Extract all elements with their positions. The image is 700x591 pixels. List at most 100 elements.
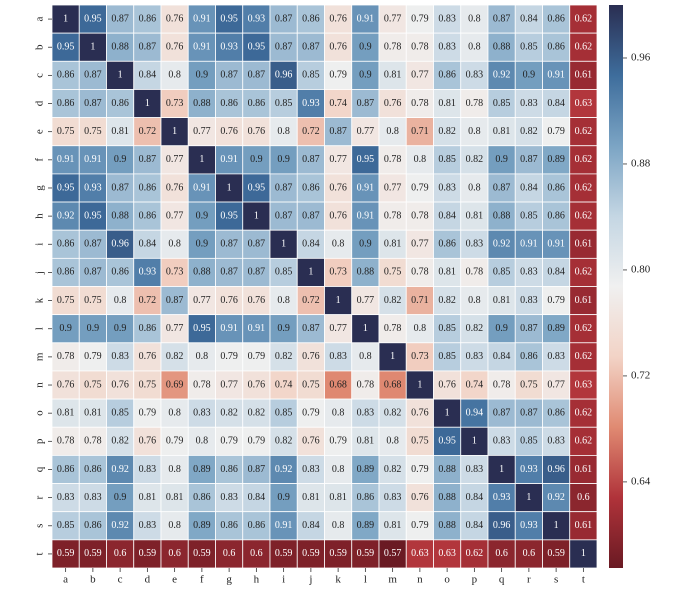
cell-label: 0.86 — [302, 13, 320, 24]
cell-label: 0.84 — [438, 210, 456, 221]
heatmap-cell — [433, 426, 462, 456]
cell-label: 0.8 — [386, 436, 399, 447]
heatmap-cell — [405, 483, 434, 513]
heatmap-cell — [569, 286, 598, 316]
cell-label: 0.95 — [248, 42, 266, 53]
cell-label: 0.89 — [193, 464, 211, 475]
cell-label: 0.9 — [277, 154, 290, 165]
cell-label: 0.8 — [196, 436, 209, 447]
cell-label: 0.87 — [166, 295, 184, 306]
heatmap-cell — [78, 398, 107, 428]
cell-label: 0.77 — [547, 379, 565, 390]
cell-label: 0.82 — [520, 126, 538, 137]
cell-label: 0.61 — [575, 295, 593, 306]
cell-label: 0.76 — [329, 210, 347, 221]
cell-label: 0.78 — [493, 379, 511, 390]
cell-label: 0.8 — [468, 126, 481, 137]
heatmap-cell — [215, 314, 244, 344]
cell-label: 0.87 — [302, 154, 320, 165]
cell-label: 0.87 — [493, 407, 511, 418]
y-tick-label: t — [34, 552, 46, 555]
heatmap-cell — [78, 229, 107, 259]
cell-label: 0.8 — [468, 182, 481, 193]
heatmap-cell — [187, 89, 216, 118]
cell-label: 0.87 — [220, 239, 238, 250]
heatmap-cell — [106, 173, 135, 203]
cell-label: 0.81 — [384, 239, 402, 250]
cell-label: 0.69 — [166, 379, 184, 390]
heatmap-cell — [405, 314, 434, 344]
cell-label: 0.81 — [384, 520, 402, 531]
heatmap-cell — [514, 370, 543, 400]
cell-label: 0.86 — [139, 182, 157, 193]
x-tick-label: c — [118, 574, 123, 586]
heatmap-cell — [187, 286, 216, 316]
heatmap-cell — [269, 117, 298, 147]
cell-label: 0.59 — [275, 548, 293, 559]
heatmap-cell — [569, 4, 598, 34]
cell-label: 0.82 — [166, 351, 184, 362]
heatmap-cell — [324, 32, 353, 62]
cell-label: 0.86 — [57, 70, 75, 81]
cell-label: 0.8 — [414, 323, 427, 334]
cell-label: 0.91 — [84, 154, 102, 165]
heatmap-cell — [187, 314, 216, 344]
cell-label: 0.83 — [193, 407, 211, 418]
heatmap-cell — [51, 173, 80, 203]
cell-label: 0.77 — [357, 295, 375, 306]
cell-label: 0.81 — [84, 407, 102, 418]
heatmap-cell — [160, 117, 189, 147]
cell-label: 0.9 — [523, 70, 536, 81]
heatmap-cell — [351, 89, 380, 118]
heatmap-cell — [296, 4, 325, 34]
cell-label: 0.9 — [114, 154, 127, 165]
cell-label: 0.9 — [196, 70, 209, 81]
x-tick-label: k — [335, 574, 341, 586]
heatmap-cell — [187, 370, 216, 400]
heatmap-cell — [351, 314, 380, 344]
cell-label: 0.6 — [168, 548, 181, 559]
cell-label: 0.85 — [493, 267, 511, 278]
cell-label: 0.77 — [166, 210, 184, 221]
cell-label: 0.9 — [114, 323, 127, 334]
cell-label: 0.8 — [359, 351, 372, 362]
heatmap-cell — [405, 173, 434, 203]
heatmap-cell — [269, 454, 298, 484]
heatmap-cell — [542, 314, 571, 344]
heatmap-cell — [514, 342, 543, 372]
heatmap-cell — [433, 145, 462, 175]
cell-label: 0.92 — [111, 464, 129, 475]
heatmap-cell — [242, 4, 271, 34]
heatmap-cell — [215, 454, 244, 484]
heatmap-cell — [487, 32, 516, 62]
cell-label: 0.81 — [166, 492, 184, 503]
cell-label: 0.84 — [520, 182, 538, 193]
cell-label: 0.9 — [277, 492, 290, 503]
cell-label: 1 — [445, 407, 450, 418]
cell-label: 0.79 — [248, 436, 266, 447]
heatmap-cell — [242, 32, 271, 62]
x-tick-label: h — [254, 574, 260, 586]
y-tick-label: p — [34, 438, 46, 444]
cell-label: 0.87 — [248, 239, 266, 250]
heatmap-cell — [78, 145, 107, 175]
cell-label: 0.72 — [139, 295, 157, 306]
cell-label: 0.91 — [57, 154, 75, 165]
heatmap-cell — [351, 483, 380, 513]
x-tick-label: i — [282, 574, 285, 586]
heatmap-cell — [296, 426, 325, 456]
heatmap-cell — [378, 229, 407, 259]
heatmap-cell — [487, 342, 516, 372]
heatmap-cell — [215, 89, 244, 118]
cell-label: 0.86 — [220, 520, 238, 531]
cell-label: 0.93 — [493, 492, 511, 503]
y-tick-label: h — [34, 213, 46, 219]
cell-label: 0.82 — [384, 295, 402, 306]
heatmap-cell — [487, 539, 516, 569]
heatmap-cell — [378, 257, 407, 287]
heatmap-cell — [160, 370, 189, 400]
cell-label: 0.91 — [520, 239, 538, 250]
cell-label: 0.91 — [357, 210, 375, 221]
heatmap-cell — [296, 60, 325, 90]
cell-label: 0.81 — [139, 492, 157, 503]
